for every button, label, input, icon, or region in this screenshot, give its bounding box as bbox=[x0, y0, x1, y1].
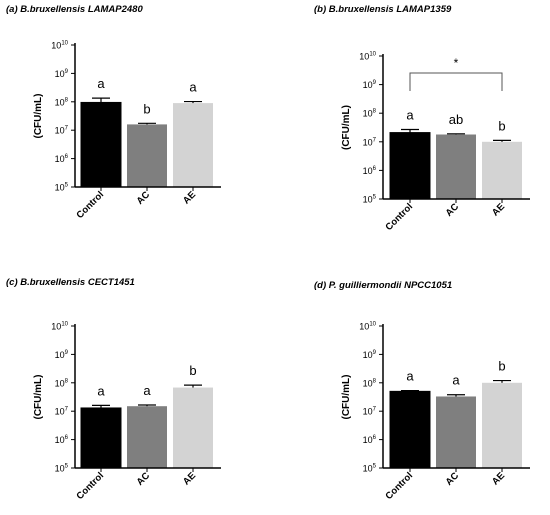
category-label: AC bbox=[135, 189, 153, 207]
y-tick-label: 1010 bbox=[359, 52, 376, 62]
significance-star: * bbox=[454, 56, 459, 70]
significance-label: a bbox=[189, 80, 197, 95]
y-tick-label: 1010 bbox=[51, 322, 68, 332]
category-label: AC bbox=[444, 201, 462, 219]
y-axis-label: (CFU/mL) bbox=[33, 375, 44, 420]
bar-ac bbox=[436, 134, 476, 199]
y-tick-label: 108 bbox=[55, 97, 69, 107]
y-tick-label: 106 bbox=[363, 166, 377, 176]
significance-label: a bbox=[97, 76, 105, 91]
y-tick-label: 108 bbox=[363, 378, 377, 388]
panel-title: (a) B.bruxellensis LAMAP2480 bbox=[6, 4, 143, 15]
bar-ac bbox=[127, 124, 167, 187]
category-label: Control bbox=[74, 470, 106, 502]
category-label: AC bbox=[135, 470, 153, 488]
significance-label: a bbox=[406, 369, 414, 384]
y-tick-label: 1010 bbox=[51, 41, 68, 51]
category-label: Control bbox=[383, 201, 415, 233]
y-tick-label: 105 bbox=[55, 464, 69, 474]
category-label: AC bbox=[444, 470, 462, 488]
y-tick-label: 105 bbox=[363, 195, 377, 205]
y-tick-label: 105 bbox=[55, 183, 69, 193]
panel-title: (c) B.bruxellensis CECT1451 bbox=[6, 277, 135, 288]
bar-control bbox=[80, 407, 122, 469]
chart-panel-2: (c) B.bruxellensis CECT1451 (CFU/mL) 105 10… bbox=[6, 277, 221, 502]
chart-panel-0: (a) B.bruxellensis LAMAP2480 (CFU/mL) 105 1… bbox=[6, 4, 221, 221]
panel-title: (d) P. guilliermondii NPCC1051 bbox=[314, 280, 452, 291]
y-tick-label: 106 bbox=[55, 435, 69, 445]
category-label: Control bbox=[74, 189, 106, 221]
y-tick-label: 109 bbox=[363, 350, 377, 360]
y-tick-label: 107 bbox=[55, 407, 69, 417]
y-tick-label: 106 bbox=[363, 435, 377, 445]
y-tick-label: 108 bbox=[363, 109, 377, 119]
category-label: AE bbox=[490, 470, 507, 487]
bar-ae bbox=[173, 103, 213, 187]
y-tick-label: 1010 bbox=[359, 322, 376, 332]
category-label: AE bbox=[181, 470, 198, 487]
bar-control bbox=[389, 390, 431, 469]
y-tick-label: 105 bbox=[363, 464, 377, 474]
y-axis-label: (CFU/mL) bbox=[33, 94, 44, 139]
category-label: Control bbox=[383, 470, 415, 502]
chart-panel-1: (b) B.bruxellensis LAMAP1359 (CFU/mL) 105 1… bbox=[314, 4, 530, 233]
significance-label: a bbox=[97, 383, 105, 398]
significance-label: a bbox=[452, 373, 460, 388]
significance-label: a bbox=[406, 107, 414, 122]
y-axis-label: (CFU/mL) bbox=[341, 105, 352, 150]
y-tick-label: 107 bbox=[363, 137, 377, 147]
y-tick-label: 106 bbox=[55, 154, 69, 164]
y-axis-label: (CFU/mL) bbox=[341, 375, 352, 420]
significance-bracket bbox=[409, 72, 503, 91]
category-label: AE bbox=[181, 189, 198, 206]
significance-label: b bbox=[498, 118, 505, 133]
bar-control bbox=[80, 101, 122, 188]
significance-label: ab bbox=[449, 112, 463, 127]
y-tick-label: 108 bbox=[55, 378, 69, 388]
significance-label: a bbox=[143, 383, 151, 398]
bar-control bbox=[389, 132, 431, 200]
bar-ae bbox=[173, 387, 213, 468]
bar-ae bbox=[482, 382, 522, 468]
significance-label: b bbox=[498, 359, 505, 374]
category-label: AE bbox=[490, 201, 507, 218]
significance-label: b bbox=[189, 363, 196, 378]
significance-label: b bbox=[143, 101, 150, 116]
bar-ac bbox=[127, 406, 167, 468]
bar-ae bbox=[482, 141, 522, 199]
y-tick-label: 109 bbox=[55, 350, 69, 360]
y-tick-label: 107 bbox=[363, 407, 377, 417]
y-tick-label: 107 bbox=[55, 126, 69, 136]
y-tick-label: 109 bbox=[363, 80, 377, 90]
panel-title: (b) B.bruxellensis LAMAP1359 bbox=[314, 4, 452, 15]
y-tick-label: 109 bbox=[55, 69, 69, 79]
chart-panel-3: (d) P. guilliermondii NPCC1051 (CFU/mL) 10… bbox=[314, 280, 530, 502]
bar-ac bbox=[436, 396, 476, 468]
